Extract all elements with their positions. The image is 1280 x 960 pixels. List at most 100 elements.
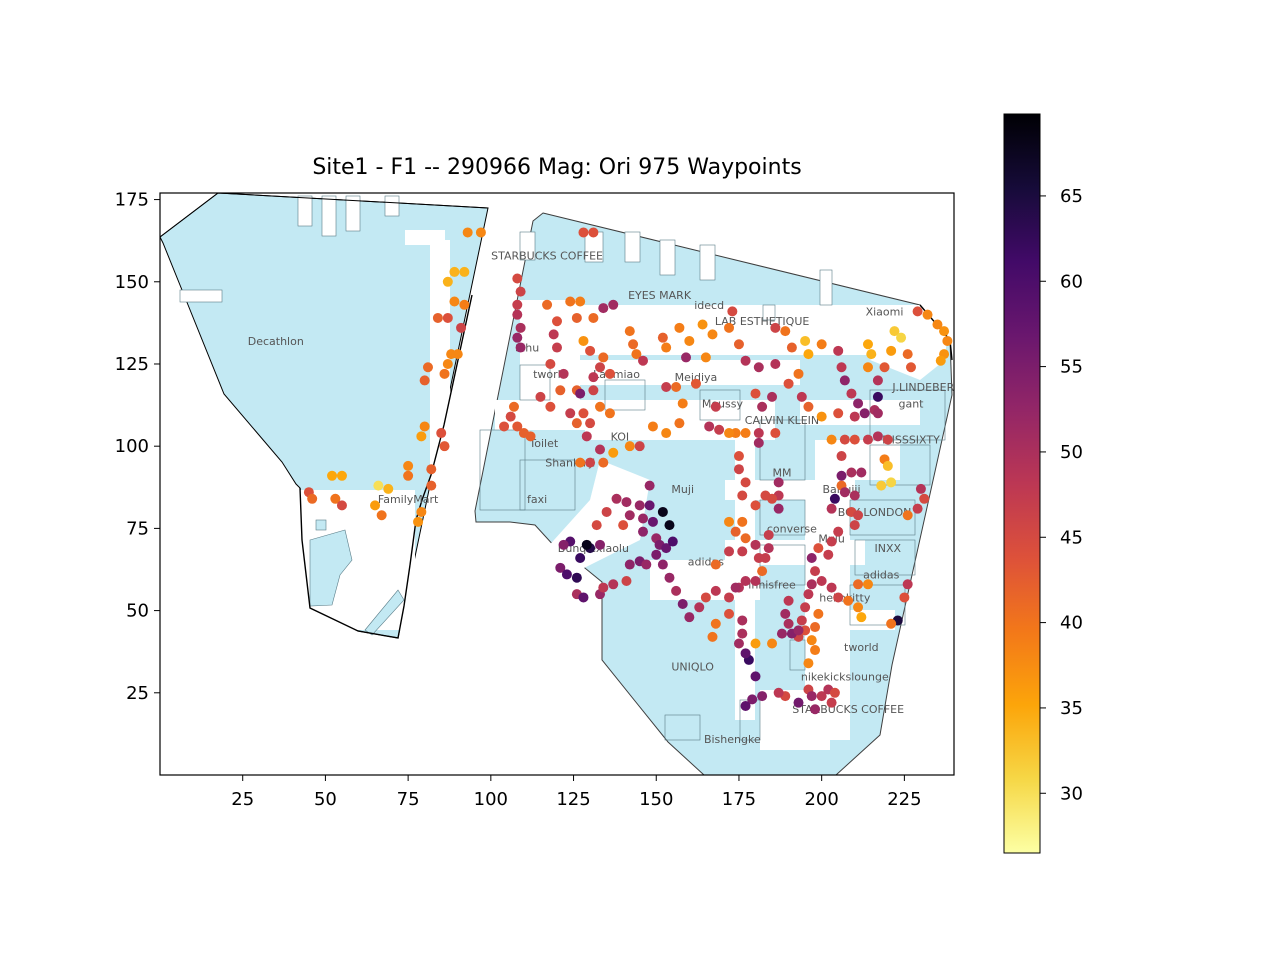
waypoint [578,592,589,603]
waypoint [922,309,933,320]
waypoint [902,349,913,360]
waypoint [833,592,844,603]
store-label: Bishengke [704,733,761,746]
waypoint [578,227,589,238]
waypoint [697,319,708,330]
waypoint [740,477,751,488]
waypoint [843,595,854,606]
waypoint [839,375,850,386]
corridor [315,519,327,531]
waypoint [849,520,860,531]
waypoint [621,576,632,586]
waypoint [588,312,599,323]
waypoint [767,638,778,649]
waypoint [575,296,586,307]
colorbar-ticks: 30 35 40 45 50 55 60 65 [1040,186,1083,804]
waypoint [558,539,569,550]
waypoint [624,441,635,452]
waypoint [750,500,761,511]
waypoint [432,312,443,323]
plot-frame [159,192,955,776]
waypoint [810,645,821,656]
waypoint [760,552,771,563]
waypoint [595,444,606,455]
waypoint [588,372,599,383]
waypoint [446,349,457,360]
x-tick-label: 125 [556,789,590,810]
waypoint [816,339,827,350]
waypoint [862,362,873,373]
waypoint [856,467,867,478]
waypoint [634,500,645,511]
waypoint [833,526,844,537]
waypoint [585,457,596,468]
store-label: J.LINDEBERG [891,381,962,394]
waypoint [657,332,668,343]
waypoint [737,516,748,527]
waypoint [330,493,341,504]
store-label: Xiaomi [866,305,904,318]
store-label: MISSSIXTY [882,434,940,447]
waypoint [737,546,748,557]
waypoint [595,539,606,550]
waypoint [829,493,840,504]
waypoint [604,408,615,419]
waypoint [846,467,857,478]
waypoint [707,631,718,642]
waypoint [439,441,450,452]
waypoint [512,421,523,432]
store-label: Toilet [528,437,558,450]
waypoint [512,332,523,343]
x-tick-label: 150 [639,789,673,810]
waypoint [373,480,384,491]
waypoint [578,408,589,419]
outer-wall [409,294,473,566]
waypoint [595,362,606,373]
waypoint [810,622,821,633]
waypoint [816,576,827,586]
waypoint [730,582,741,593]
store-label: tworld [844,641,879,654]
waypoint [803,589,814,600]
waypoint [542,299,553,310]
waypoint [588,227,599,238]
waypoint [806,579,817,590]
waypoint [336,500,347,511]
x-tick-label: 200 [804,789,838,810]
waypoint [677,398,688,409]
waypoint [833,345,844,356]
waypoint [555,385,566,396]
waypoint [426,480,437,491]
waypoint [611,493,622,504]
waypoint [552,316,562,327]
waypoint [604,368,615,379]
store-label: FamilyMart [378,493,439,506]
waypoint [767,391,778,402]
waypoint [872,431,883,442]
x-tick-label: 225 [887,789,921,810]
waypoint [700,352,711,363]
waypoint [419,421,430,432]
waypoint [694,602,705,613]
colorbar-tick-label: 30 [1060,783,1083,804]
waypoint [591,520,602,531]
waypoint [436,428,447,439]
waypoint [608,579,619,590]
waypoint [595,401,606,412]
waypoint [416,506,427,517]
waypoint [548,329,559,340]
waypoint [575,552,586,563]
waypoint [886,477,897,488]
waypoint [545,401,556,412]
waypoint [733,451,744,462]
waypoint [681,352,692,363]
y-tick-label: 75 [126,518,149,539]
waypoint [535,391,546,402]
waypoint [416,431,427,442]
waypoint [581,539,592,550]
waypoint [846,388,857,399]
waypoint [859,408,870,419]
waypoint [740,428,751,439]
waypoint [578,335,589,346]
store-label: STARBUCKS COFFEE [792,703,904,716]
